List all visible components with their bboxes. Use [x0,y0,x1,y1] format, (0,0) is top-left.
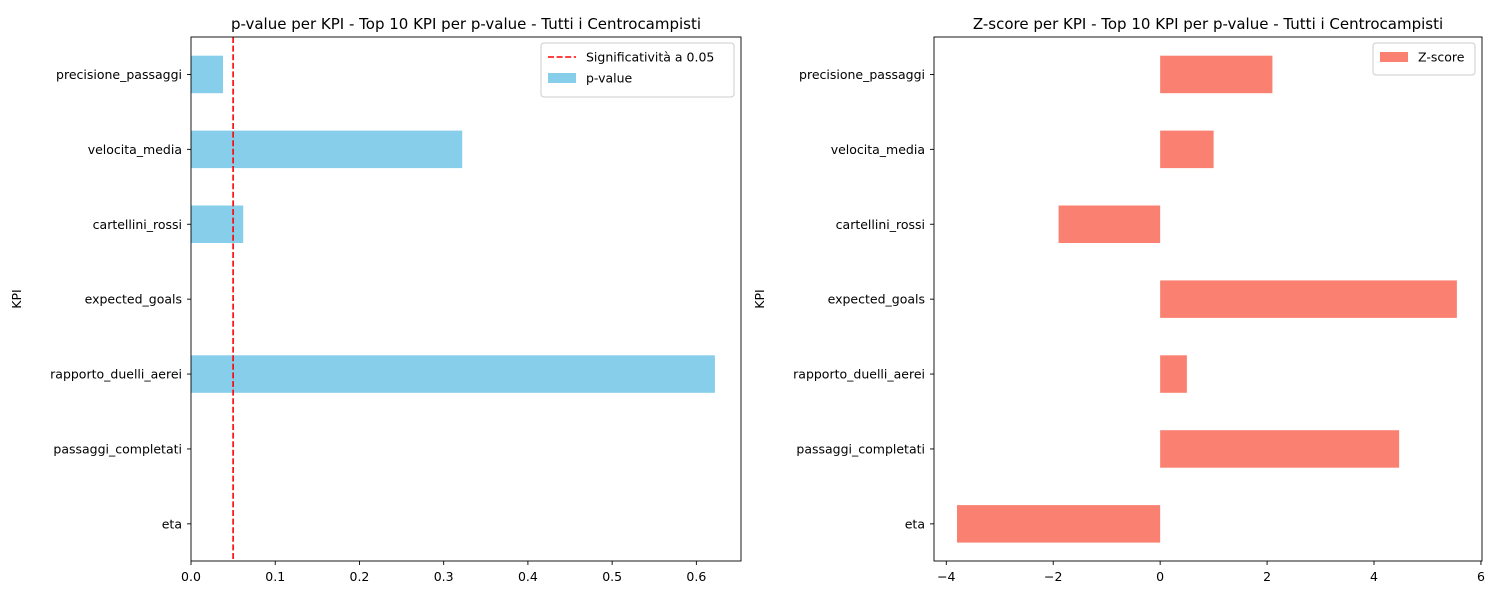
pvalue-legend-label: Significatività a 0.05 [586,50,714,65]
zscore-ytick-label: eta [905,516,925,531]
pvalue-ytick-label: cartellini_rossi [93,217,182,232]
zscore-legend-swatch [1380,52,1408,62]
zscore-xtick-label: −2 [1044,569,1062,584]
zscore-ytick-label: velocita_media [831,142,925,157]
zscore-chart: precisione_passaggi velocita_mediacartell… [752,15,1485,584]
pvalue-ylabel: KPI [9,289,24,308]
zscore-xtick-label: 2 [1263,569,1271,584]
zscore-ylabel: KPI [752,289,767,308]
zscore-bar-passaggi-completati [1160,430,1400,468]
zscore-xtick-label: 6 [1477,569,1485,584]
zscore-ytick-label: cartellini_rossi [836,217,925,232]
zscore-bar-rapporto-duelli-aerei [1160,355,1187,393]
zscore-ytick-label: expected_goals [828,292,925,307]
pvalue-legend-box [540,42,735,98]
zscore-chart-title: Z-score per KPI - Top 10 KPI per p-value… [973,15,1443,33]
pvalue-ytick-label: precisione_passaggi [56,67,182,82]
pvalue-xtick-label: 0.6 [686,569,706,584]
zscore-xtick-label: −4 [937,569,955,584]
pvalue-legend-label: p-value [586,71,633,86]
zscore-bar-precisione-passaggi [1160,55,1273,94]
pvalue-xtick-label: 0.4 [518,569,538,584]
zscore-bar-eta [956,505,1161,543]
pvalue-legend-swatch [548,73,576,83]
pvalue-ytick-label: eta [162,516,182,531]
pvalue-bar-cartellini-rossi [191,205,244,243]
zscore-legend: Z-score [1372,42,1476,76]
pvalue-xtick-label: 0.0 [181,569,201,584]
pvalue-legend: Significatività a 0.05 p-value [540,42,735,98]
pvalue-ytick-label: rapporto_duelli_aerei [50,367,182,382]
pvalue-ytick-label: passaggi_completati [53,441,182,456]
pvalue-bar-rapporto-duelli-aerei [191,355,715,393]
pvalue-bar-velocita-media [191,130,463,169]
pvalue-ytick-label: velocita_media [88,142,182,157]
pvalue-xtick-label: 0.1 [265,569,285,584]
zscore-xtick-label: 4 [1370,569,1378,584]
zscore-bar-velocita-media [1160,130,1214,169]
pvalue-chart-title: p-value per KPI - Top 10 KPI per p-value… [231,15,701,33]
zscore-ytick-label: rapporto_duelli_aerei [793,367,925,382]
zscore-legend-box [1372,42,1476,76]
zscore-bar-expected-goals [1160,280,1457,318]
zscore-legend-label: Z-score [1418,50,1465,65]
pvalue-xtick-label: 0.5 [602,569,622,584]
zscore-xtick-label: 0 [1156,569,1164,584]
zscore-bar-cartellini-rossi [1058,205,1161,243]
pvalue-ytick-label: expected_goals [85,292,182,307]
zscore-ytick-label: precisione_passaggi [799,67,925,82]
pvalue-xtick-label: 0.3 [434,569,454,584]
pvalue-axes-frame [190,36,742,562]
pvalue-bar-precisione-passaggi [191,55,224,94]
pvalue-chart: precisione_passaggi velocita_mediacartell… [9,15,742,584]
pvalue-xtick-label: 0.2 [350,569,370,584]
zscore-ytick-label: passaggi_completati [796,441,925,456]
